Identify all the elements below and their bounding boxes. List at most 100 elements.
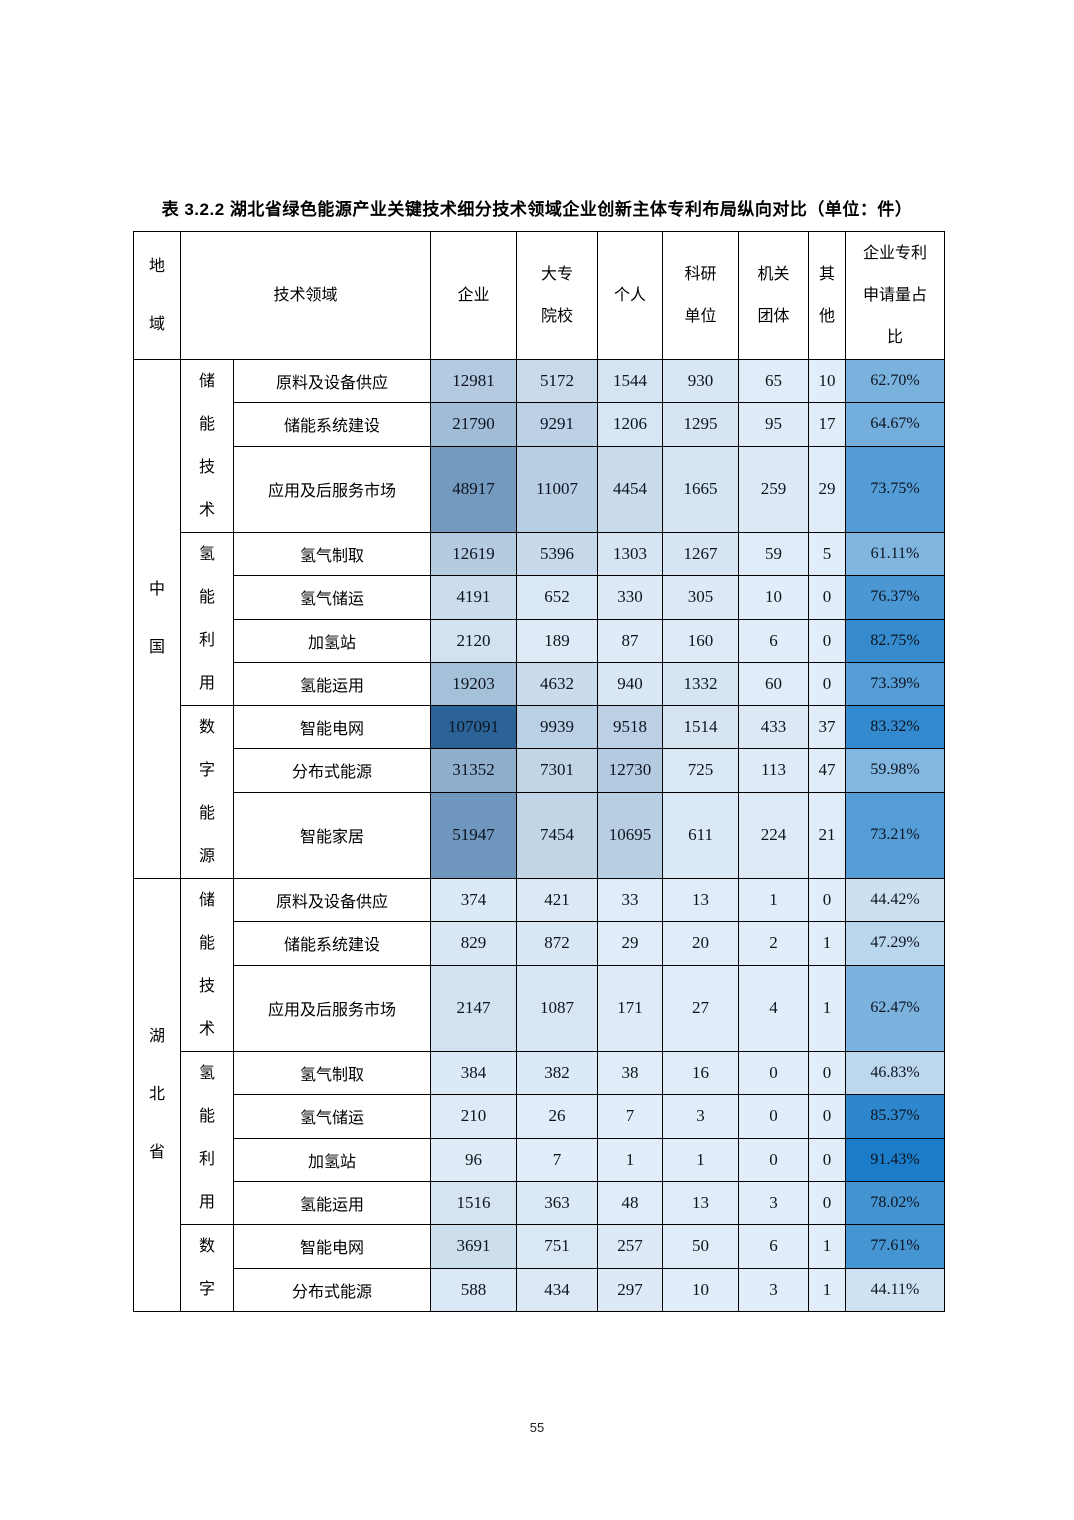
pct-cell: 85.37%: [845, 1094, 946, 1139]
count-cell: 829: [430, 921, 518, 966]
table-row: 氢气储运 210 26 7 3 0 0 85.37%: [134, 1094, 946, 1139]
count-cell: 1516: [430, 1180, 518, 1226]
tech-field-cell: 氢能运用: [232, 661, 432, 707]
count-cell: 60: [738, 661, 810, 707]
table-row: 储能系统建设 21790 9291 1206 1295 95 17 64.67%: [134, 402, 946, 447]
count-cell: 113: [738, 748, 810, 793]
count-cell: 0: [808, 575, 847, 620]
group-cell: 储能技术: [180, 878, 234, 1052]
tech-field-cell: 智能电网: [232, 704, 432, 750]
count-cell: 1295: [662, 402, 740, 447]
region-cell: 湖北省: [133, 878, 181, 1312]
count-cell: 434: [516, 1267, 599, 1312]
count-cell: 17: [808, 402, 847, 447]
tech-field-cell: 储能系统建设: [232, 402, 432, 447]
pct-cell: 91.43%: [845, 1137, 946, 1182]
count-cell: 38: [597, 1050, 664, 1096]
count-cell: 872: [516, 921, 599, 966]
count-cell: 31352: [430, 748, 518, 793]
count-cell: 47: [808, 748, 847, 793]
tech-field-cell: 氢能运用: [232, 1180, 432, 1226]
table-head: 地 域 技术领域 企业 大专 院校 个人 科研 单位 机关 团体: [133, 231, 946, 360]
region-cell: 中国: [133, 359, 181, 879]
count-cell: 33: [597, 877, 664, 923]
count-cell: 29: [808, 445, 847, 533]
count-cell: 1544: [597, 358, 664, 404]
tech-field-cell: 原料及设备供应: [232, 358, 432, 404]
count-cell: 9939: [516, 704, 599, 750]
table-row: 氢气储运 4191 652 330 305 10 0 76.37%: [134, 575, 946, 620]
count-cell: 10695: [597, 791, 664, 879]
group-cell: 储能技术: [180, 359, 234, 533]
count-cell: 0: [808, 1180, 847, 1226]
count-cell: 1: [808, 1267, 847, 1312]
count-cell: 421: [516, 877, 599, 923]
count-cell: 16: [662, 1050, 740, 1096]
pct-cell: 64.67%: [845, 402, 946, 447]
count-cell: 51947: [430, 791, 518, 879]
count-cell: 2: [738, 921, 810, 966]
count-cell: 0: [808, 1137, 847, 1182]
count-cell: 374: [430, 877, 518, 923]
table-row: 数字智能电网 3691 751 257 50 6 1 77.61%: [134, 1224, 946, 1312]
column-header-research: 科研 单位: [662, 231, 740, 360]
count-cell: 3: [738, 1267, 810, 1312]
count-cell: 10: [738, 575, 810, 620]
tech-field-cell: 氢气制取: [232, 531, 432, 577]
count-cell: 21: [808, 791, 847, 879]
count-cell: 4632: [516, 661, 599, 707]
count-cell: 210: [430, 1094, 518, 1139]
table-row: 应用及后服务市场 2147 1087 171 27 4 1 62.47%: [134, 964, 946, 1052]
count-cell: 12981: [430, 358, 518, 404]
count-cell: 0: [808, 661, 847, 707]
count-cell: 6: [738, 618, 810, 663]
count-cell: 0: [738, 1137, 810, 1182]
tech-field-cell: 氢气制取: [232, 1050, 432, 1096]
count-cell: 20: [662, 921, 740, 966]
count-cell: 930: [662, 358, 740, 404]
count-cell: 4454: [597, 445, 664, 533]
count-cell: 189: [516, 618, 599, 663]
column-header-ratio: 企业专利 申请量占 比: [845, 231, 946, 360]
count-cell: 3: [738, 1180, 810, 1226]
count-cell: 433: [738, 704, 810, 750]
pct-cell: 73.21%: [845, 791, 946, 879]
count-cell: 96: [430, 1137, 518, 1182]
table-row: 氢能运用 1516 363 48 13 3 0 78.02%: [134, 1180, 946, 1226]
count-cell: 5396: [516, 531, 599, 577]
count-cell: 1514: [662, 704, 740, 750]
column-header-individual: 个人: [597, 231, 664, 360]
count-cell: 171: [597, 964, 664, 1052]
pct-cell: 44.11%: [845, 1267, 946, 1312]
count-cell: 0: [738, 1094, 810, 1139]
count-cell: 0: [808, 1094, 847, 1139]
tech-field-cell: 氢气储运: [232, 1094, 432, 1139]
count-cell: 1206: [597, 402, 664, 447]
table-row: 应用及后服务市场 48917 11007 4454 1665 259 29 73.75%: [134, 445, 946, 533]
count-cell: 3: [662, 1094, 740, 1139]
count-cell: 29: [597, 921, 664, 966]
table-body: 中国储能技术原料及设备供应 12981 5172 1544 930 65 10 62.70% 储…: [133, 358, 946, 1312]
pct-cell: 77.61%: [845, 1224, 946, 1269]
count-cell: 7: [516, 1137, 599, 1182]
count-cell: 652: [516, 575, 599, 620]
count-cell: 107091: [430, 704, 518, 750]
count-cell: 725: [662, 748, 740, 793]
count-cell: 1: [738, 877, 810, 923]
tech-field-cell: 应用及后服务市场: [232, 964, 432, 1052]
tech-field-cell: 智能家居: [232, 791, 432, 879]
pct-cell: 73.75%: [845, 445, 946, 533]
pct-cell: 61.11%: [845, 531, 946, 577]
count-cell: 751: [516, 1224, 599, 1269]
tech-field-cell: 加氢站: [232, 618, 432, 663]
table-row: 加氢站 2120 189 87 160 6 0 82.75%: [134, 618, 946, 663]
count-cell: 12730: [597, 748, 664, 793]
group-cell: 氢能利用: [180, 1051, 234, 1225]
count-cell: 10: [808, 358, 847, 404]
pct-cell: 47.29%: [845, 921, 946, 966]
count-cell: 1: [662, 1137, 740, 1182]
count-cell: 2120: [430, 618, 518, 663]
pct-cell: 76.37%: [845, 575, 946, 620]
table-row: 氢能运用 19203 4632 940 1332 60 0 73.39%: [134, 661, 946, 707]
count-cell: 0: [808, 877, 847, 923]
